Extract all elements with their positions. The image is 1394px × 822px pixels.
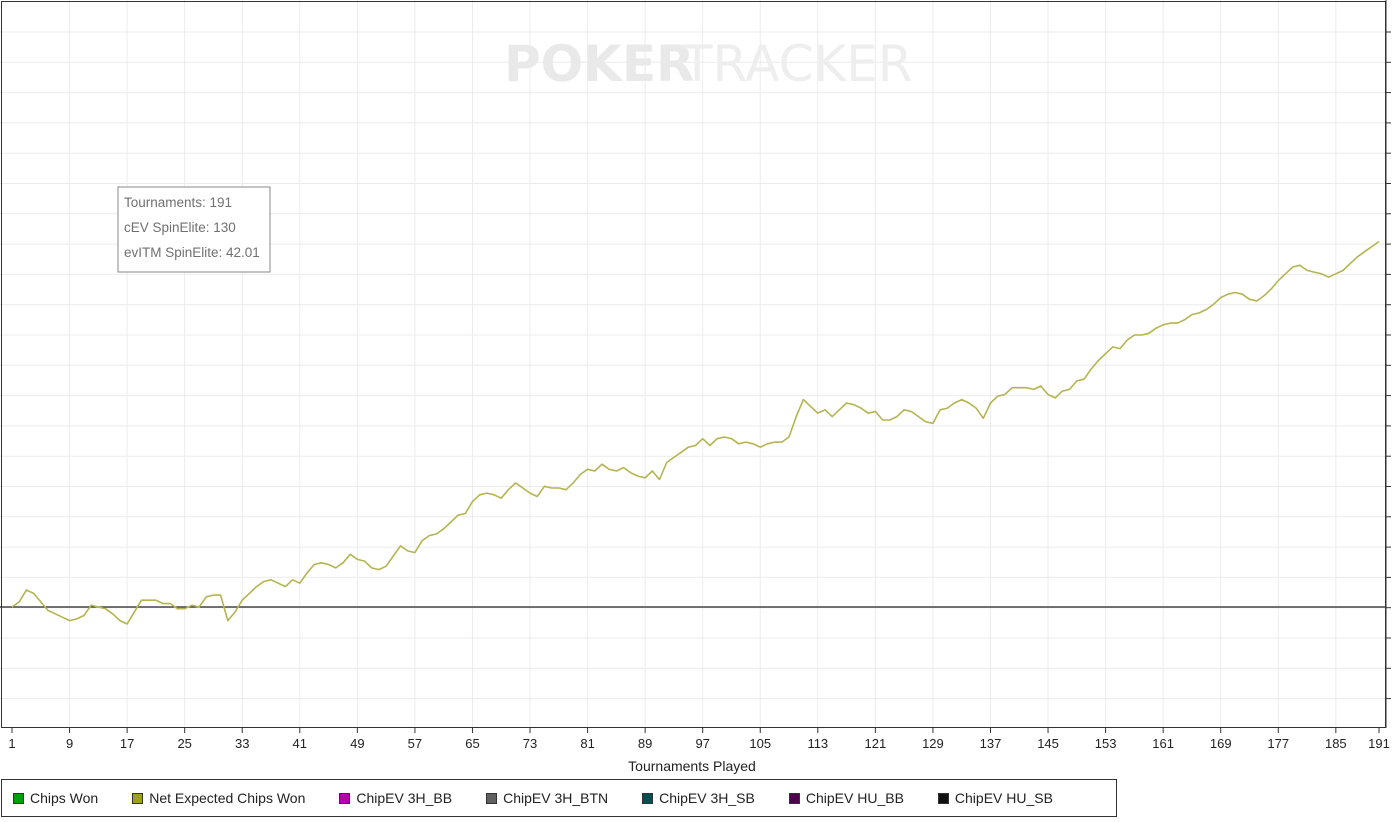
legend-label: Chips Won <box>30 790 99 806</box>
series-group <box>11 240 1380 625</box>
x-tick-label: 25 <box>177 736 191 751</box>
legend-swatch <box>642 792 654 804</box>
x-tick-label: 9 <box>66 736 73 751</box>
legend-item[interactable]: Net Expected Chips Won <box>132 790 305 806</box>
y-axis-ticks <box>1386 31 1391 700</box>
x-tick-label: 113 <box>807 736 828 751</box>
x-axis: 1 9 17 25 33 41 49 57 65 73 81 89 97 105 113 121 129 137 1… <box>8 728 1390 751</box>
x-tick-label: 185 <box>1325 736 1347 751</box>
tooltip-cev: cEV SpinElite: 130 <box>124 220 236 235</box>
x-tick-label: 137 <box>980 736 1002 751</box>
legend-item[interactable]: ChipEV HU_SB <box>937 790 1053 806</box>
x-tick-label: 169 <box>1210 736 1232 751</box>
legend-label: ChipEV 3H_BB <box>356 790 453 806</box>
legend-item[interactable]: ChipEV 3H_BTN <box>486 790 608 806</box>
legend-swatch <box>486 792 498 804</box>
legend-swatch <box>132 792 144 804</box>
legend-item[interactable]: ChipEV HU_BB <box>788 790 904 806</box>
tooltip-box <box>117 186 271 273</box>
x-tick-label: 17 <box>120 736 134 751</box>
x-axis-title: Tournaments Played <box>628 758 756 774</box>
x-tick-label: 81 <box>580 736 594 751</box>
legend-swatch <box>339 792 351 804</box>
legend-swatch <box>937 792 949 804</box>
x-tick-label: 161 <box>1152 736 1174 751</box>
chart-area: POKER TRACKER 1 9 17 25 33 41 49 57 65 73 81 89 97 10… <box>0 0 1394 780</box>
plot-background <box>0 0 1394 780</box>
series-line-net-expected-chips-won <box>11 240 1380 625</box>
tooltip-evitm: evITM SpinElite: 42.01 <box>124 245 260 260</box>
legend-swatch <box>13 792 24 804</box>
hover-tooltip: Tournaments: 191 cEV SpinElite: 130 evIT… <box>117 186 271 273</box>
x-tick-label: 49 <box>350 736 364 751</box>
x-tick-label: 89 <box>638 736 652 751</box>
legend-item[interactable]: ChipEV 3H_SB <box>642 790 755 806</box>
x-tick-label: 177 <box>1267 736 1289 751</box>
x-tick-label: 65 <box>465 736 479 751</box>
legend-label: Net Expected Chips Won <box>149 790 306 806</box>
x-tick-label: 121 <box>865 736 887 751</box>
tooltip-tournaments: Tournaments: 191 <box>124 195 232 210</box>
x-tick-label: 105 <box>749 736 771 751</box>
x-tick-label: 33 <box>235 736 249 751</box>
x-tick-label: 145 <box>1037 736 1059 751</box>
x-tick-label: 41 <box>293 736 307 751</box>
x-tick-label: 73 <box>523 736 537 751</box>
x-tick-label: 129 <box>922 736 944 751</box>
legend-item[interactable]: Chips Won <box>13 790 98 806</box>
legend-label: ChipEV 3H_BTN <box>503 790 609 806</box>
x-tick-label: 1 <box>8 736 15 751</box>
watermark-bold-text: POKER <box>504 35 695 93</box>
legend-label: ChipEV 3H_SB <box>659 790 755 806</box>
x-tick-label: 97 <box>695 736 709 751</box>
x-tick-label: 57 <box>408 736 422 751</box>
x-tick-label: 153 <box>1095 736 1117 751</box>
legend: Chips Won Net Expected Chips Won ChipEV 3H… <box>1 779 1117 817</box>
legend-label: ChipEV HU_BB <box>805 790 904 806</box>
legend-item[interactable]: ChipEV 3H_BB <box>339 790 452 806</box>
watermark: POKER TRACKER <box>504 35 913 93</box>
x-tick-label: 191 <box>1368 736 1390 751</box>
watermark-light-text: TRACKER <box>681 35 913 93</box>
legend-swatch <box>788 792 800 804</box>
legend-label: ChipEV HU_SB <box>954 790 1053 806</box>
